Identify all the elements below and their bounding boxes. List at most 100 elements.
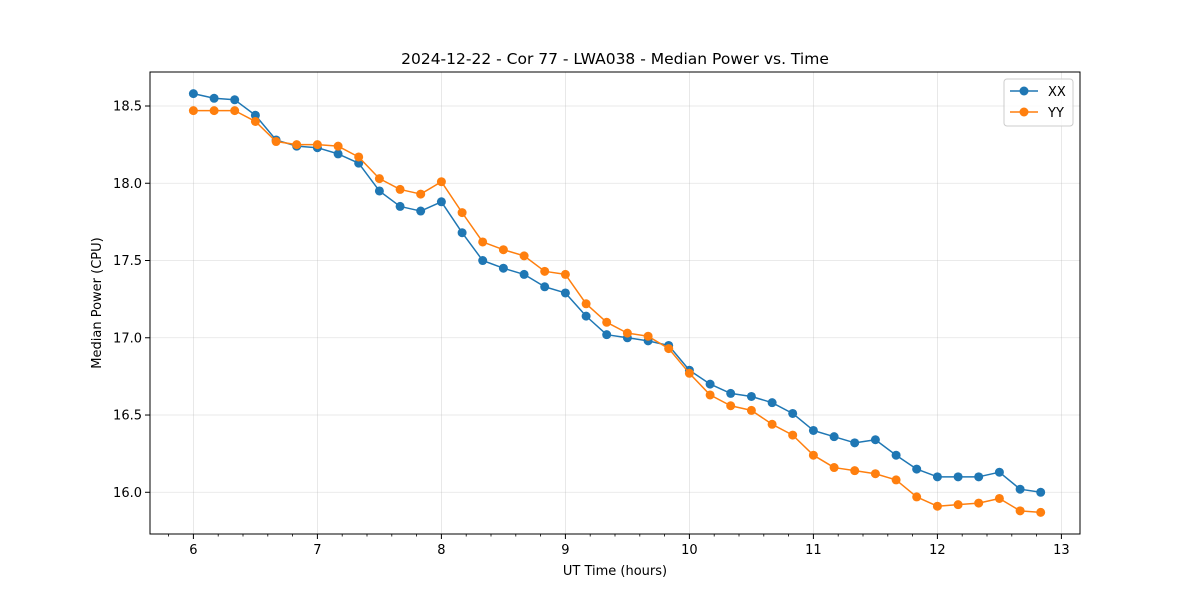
data-point-xx: [560, 288, 570, 298]
data-point-xx: [395, 201, 405, 211]
y-tick-label: 16.5: [113, 409, 142, 424]
data-point-yy: [622, 328, 632, 338]
x-tick-label: 10: [681, 543, 698, 558]
data-point-yy: [498, 245, 508, 255]
data-point-xx: [581, 311, 591, 321]
data-point-xx: [705, 379, 715, 389]
data-point-yy: [932, 501, 942, 511]
data-point-yy: [457, 208, 467, 218]
x-tick-label: 7: [313, 543, 321, 558]
y-tick-label: 17.0: [113, 331, 142, 346]
y-tick-label: 18.0: [113, 177, 142, 192]
data-point-yy: [540, 266, 550, 276]
data-point-yy: [788, 430, 798, 440]
data-point-xx: [850, 438, 860, 448]
data-point-xx: [870, 435, 880, 445]
data-point-yy: [312, 140, 322, 150]
data-point-yy: [333, 141, 343, 151]
data-point-yy: [829, 463, 839, 473]
data-point-yy: [974, 498, 984, 508]
legend-marker-xx: [1019, 86, 1029, 96]
data-point-yy: [581, 299, 591, 309]
y-axis-ticks: 16.0 16.5 17.0 17.5 18.0 18.5: [113, 99, 150, 501]
data-point-yy: [643, 331, 653, 341]
data-point-xx: [912, 464, 922, 474]
legend: XX YY: [1003, 78, 1074, 127]
x-tick-label: 13: [1053, 543, 1070, 558]
data-point-xx: [1036, 487, 1046, 497]
data-point-xx: [891, 450, 901, 460]
y-tick-label: 17.5: [113, 254, 142, 269]
data-point-yy: [994, 493, 1004, 503]
data-point-yy: [1036, 507, 1046, 517]
data-point-xx: [540, 282, 550, 292]
data-point-xx: [436, 197, 446, 207]
data-point-yy: [602, 317, 612, 327]
data-point-xx: [829, 432, 839, 442]
data-point-xx: [767, 398, 777, 408]
data-point-xx: [519, 269, 529, 279]
data-point-yy: [870, 469, 880, 479]
data-point-yy: [374, 174, 384, 184]
data-point-yy: [746, 405, 756, 415]
data-point-yy: [560, 269, 570, 279]
data-point-xx: [1015, 484, 1025, 494]
data-point-xx: [457, 228, 467, 238]
y-tick-label: 16.0: [113, 486, 142, 501]
data-point-yy: [684, 368, 694, 378]
data-point-yy: [230, 106, 240, 116]
data-point-yy: [726, 401, 736, 411]
data-point-yy: [188, 106, 198, 116]
data-point-yy: [292, 140, 302, 150]
x-axis-ticks: 6 7 8 9 10 11 12 13: [168, 534, 1070, 558]
data-point-xx: [953, 472, 963, 482]
data-point-yy: [519, 251, 529, 261]
data-point-yy: [1015, 506, 1025, 516]
data-point-yy: [209, 106, 219, 116]
data-point-xx: [333, 149, 343, 159]
data-point-yy: [354, 152, 364, 162]
data-point-yy: [395, 184, 405, 194]
plot-frame: [149, 71, 1081, 535]
legend-label-xx: XX: [1048, 85, 1066, 100]
data-point-yy: [767, 419, 777, 429]
data-point-xx: [994, 467, 1004, 477]
data-point-yy: [250, 116, 260, 126]
x-tick-label: 6: [189, 543, 197, 558]
data-point-xx: [188, 89, 198, 99]
data-point-yy: [478, 237, 488, 247]
data-point-xx: [808, 425, 818, 435]
data-point-xx: [478, 256, 488, 266]
data-point-xx: [374, 186, 384, 196]
data-point-yy: [912, 492, 922, 502]
data-point-xx: [726, 388, 736, 398]
data-point-xx: [932, 472, 942, 482]
data-point-yy: [416, 189, 426, 199]
data-point-xx: [746, 391, 756, 401]
legend-marker-yy: [1019, 107, 1029, 117]
legend-label-yy: YY: [1047, 106, 1064, 121]
data-point-xx: [354, 158, 364, 168]
x-tick-label: 8: [437, 543, 445, 558]
data-point-xx: [230, 95, 240, 105]
chart-title: 2024-12-22 - Cor 77 - LWA038 - Median Po…: [401, 50, 829, 68]
data-point-yy: [664, 344, 674, 354]
data-point-yy: [271, 137, 281, 147]
x-tick-label: 11: [805, 543, 822, 558]
data-point-yy: [891, 475, 901, 485]
data-point-yy: [436, 177, 446, 187]
data-point-xx: [602, 330, 612, 340]
data-point-yy: [808, 450, 818, 460]
x-tick-label: 12: [929, 543, 946, 558]
x-tick-label: 9: [561, 543, 569, 558]
grid: [150, 72, 1080, 534]
data-point-xx: [974, 472, 984, 482]
data-point-xx: [498, 263, 508, 273]
data-point-xx: [209, 93, 219, 103]
y-tick-label: 18.5: [113, 99, 142, 114]
data-point-yy: [850, 466, 860, 476]
data-point-yy: [953, 500, 963, 510]
series-line-yy: [193, 109, 1041, 514]
data-point-xx: [788, 408, 798, 418]
